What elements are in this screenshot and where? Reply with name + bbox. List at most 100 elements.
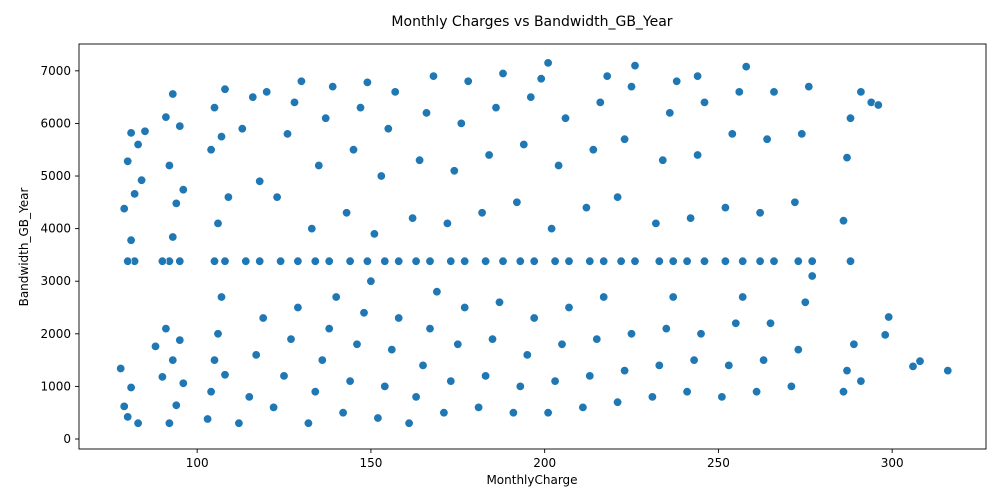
- data-point: [626, 82, 636, 92]
- data-point: [845, 256, 855, 266]
- data-point: [630, 61, 640, 71]
- data-point: [793, 256, 803, 266]
- data-point: [494, 297, 504, 307]
- data-point: [411, 256, 421, 266]
- axes-frame: [78, 43, 987, 450]
- data-point: [672, 76, 682, 86]
- data-point: [133, 140, 143, 150]
- data-point: [856, 376, 866, 386]
- data-point: [133, 418, 143, 428]
- data-point: [630, 256, 640, 266]
- data-point: [432, 287, 442, 297]
- y-tick-label: 7000: [40, 64, 71, 78]
- data-point: [498, 256, 508, 266]
- data-point: [460, 256, 470, 266]
- data-point: [547, 224, 557, 234]
- data-point: [210, 103, 220, 113]
- data-point: [759, 355, 769, 365]
- data-point: [661, 324, 671, 334]
- data-point: [168, 89, 178, 99]
- data-point: [415, 155, 425, 165]
- data-point: [223, 192, 233, 202]
- data-point: [487, 334, 497, 344]
- chart-title: Monthly Charges vs Bandwidth_GB_Year: [391, 14, 672, 30]
- x-tick-label: 300: [881, 456, 904, 470]
- data-point: [755, 256, 765, 266]
- data-point: [668, 292, 678, 302]
- data-point: [241, 256, 251, 266]
- data-point: [258, 313, 268, 323]
- x-tick-label: 200: [533, 456, 556, 470]
- data-point: [682, 256, 692, 266]
- data-point: [508, 408, 518, 418]
- data-point: [554, 161, 564, 171]
- data-point: [157, 256, 167, 266]
- data-point: [752, 387, 762, 397]
- data-point: [595, 97, 605, 107]
- data-point: [157, 372, 167, 382]
- data-point: [543, 408, 553, 418]
- data-point: [762, 134, 772, 144]
- data-point: [654, 256, 664, 266]
- data-point: [387, 345, 397, 355]
- data-point: [668, 256, 678, 266]
- data-point: [529, 313, 539, 323]
- data-point: [376, 171, 386, 181]
- data-point: [790, 197, 800, 207]
- data-point: [119, 204, 129, 214]
- data-point: [647, 392, 657, 402]
- data-point: [727, 129, 737, 139]
- data-point: [717, 392, 727, 402]
- data-point: [491, 103, 501, 113]
- data-point: [171, 198, 181, 208]
- data-point: [585, 256, 595, 266]
- data-point: [289, 97, 299, 107]
- data-point: [738, 256, 748, 266]
- data-point: [626, 329, 636, 339]
- data-point: [210, 256, 220, 266]
- data-point: [307, 224, 317, 234]
- data-point: [168, 355, 178, 365]
- data-point: [269, 402, 279, 412]
- data-point: [456, 118, 466, 128]
- data-point: [383, 124, 393, 134]
- data-point: [126, 382, 136, 392]
- y-tick-label: 4000: [40, 222, 71, 236]
- data-point: [116, 363, 126, 373]
- data-point: [123, 412, 133, 422]
- data-point: [234, 418, 244, 428]
- data-point: [463, 76, 473, 86]
- data-point: [175, 256, 185, 266]
- data-point: [526, 92, 536, 102]
- data-point: [151, 341, 161, 351]
- axes: 100 150 200 250 3000100020003000400050006000…: [40, 43, 987, 470]
- data-point: [175, 335, 185, 345]
- data-point: [807, 271, 817, 281]
- data-point: [446, 256, 456, 266]
- data-point: [845, 113, 855, 123]
- data-point: [348, 145, 358, 155]
- data-point: [126, 235, 136, 245]
- data-point: [797, 129, 807, 139]
- data-point: [519, 140, 529, 150]
- data-point: [373, 413, 383, 423]
- y-tick-label: 5000: [40, 169, 71, 183]
- data-point: [140, 126, 150, 136]
- data-point: [720, 256, 730, 266]
- data-point: [599, 292, 609, 302]
- data-point: [620, 366, 630, 376]
- data-point: [213, 218, 223, 228]
- data-point: [418, 360, 428, 370]
- data-point: [279, 371, 289, 381]
- data-point: [380, 256, 390, 266]
- data-point: [689, 355, 699, 365]
- data-point: [849, 339, 859, 349]
- data-point: [765, 318, 775, 328]
- data-point: [734, 87, 744, 97]
- data-point: [599, 256, 609, 266]
- data-points: [116, 58, 953, 428]
- data-point: [362, 77, 372, 87]
- data-point: [741, 62, 751, 72]
- data-point: [390, 87, 400, 97]
- data-point: [449, 166, 459, 176]
